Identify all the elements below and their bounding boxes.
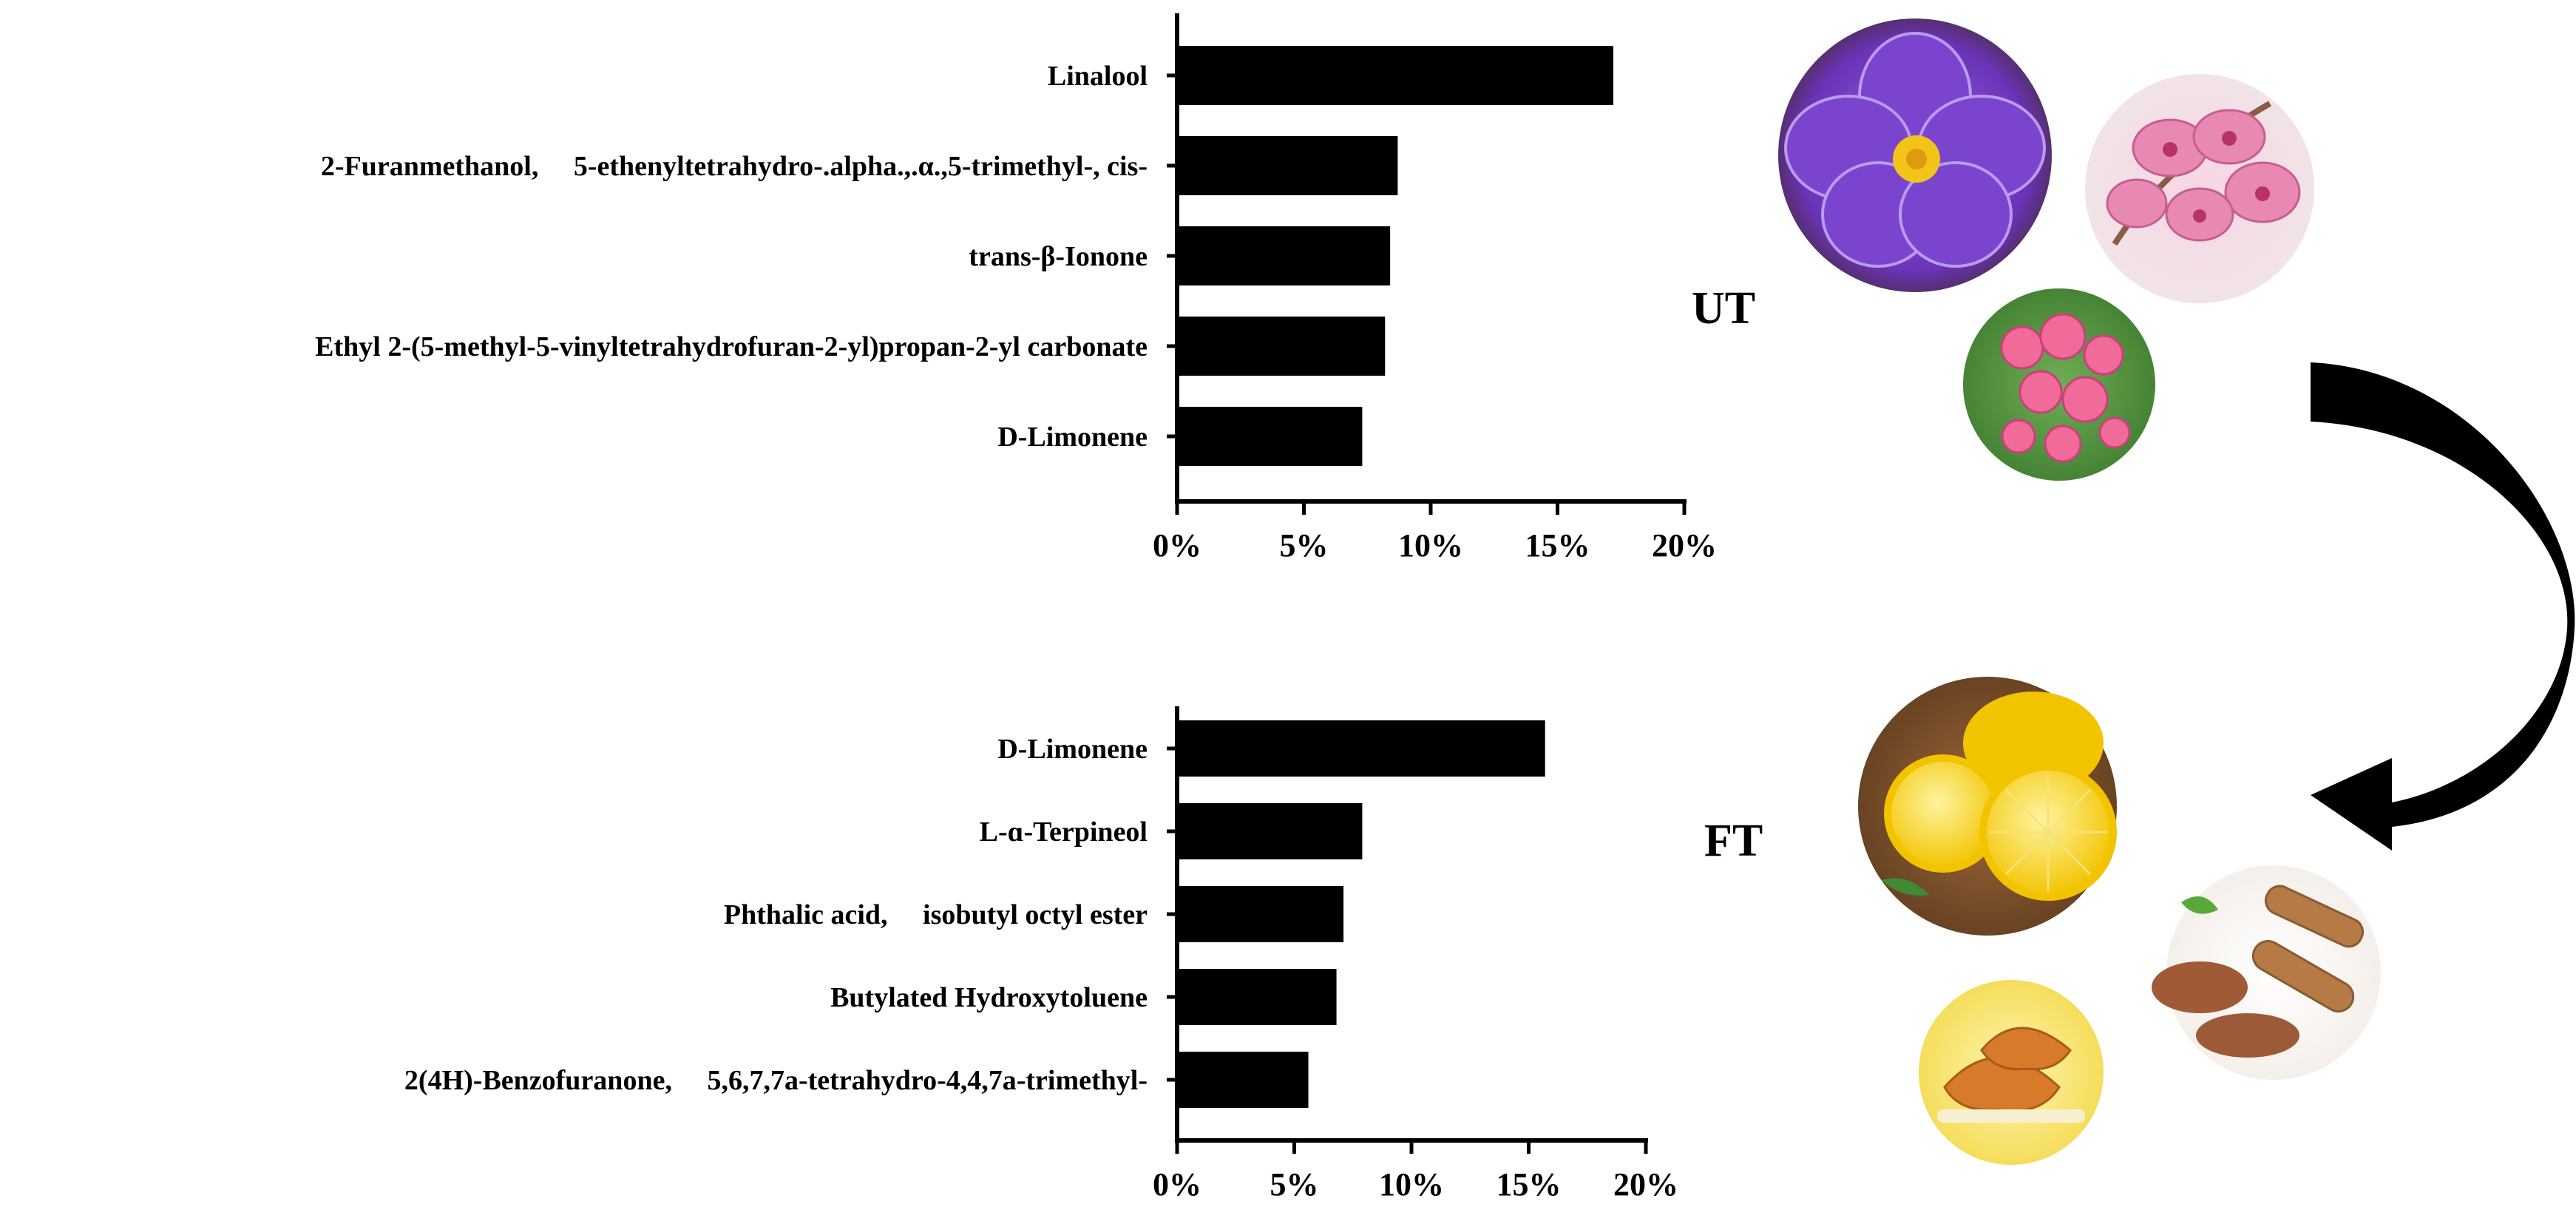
african-violet-photo	[1778, 18, 2052, 292]
ut-x-tick-label: 5%	[1280, 527, 1329, 564]
ft-x-tick-label: 10%	[1379, 1166, 1444, 1203]
cinnamon-powder-photo	[2152, 865, 2381, 1080]
ft-bar	[1177, 886, 1344, 942]
croissant-photo	[1919, 980, 2104, 1165]
ft-bar	[1177, 1052, 1309, 1108]
ut-category-label: trans-β-Ionone	[969, 241, 1148, 272]
lemon-photo	[1858, 677, 2117, 936]
ut-category-label: 2-Furanmethanol, 5-ethenyltetrahydro-.al…	[321, 151, 1148, 182]
ut-category-label: D-Limonene	[997, 422, 1148, 453]
ft-x-tick-label: 5%	[1270, 1166, 1319, 1203]
ft-category-label: D-Limonene	[997, 734, 1148, 765]
ut-bar	[1177, 46, 1613, 105]
ft-category-label: L-ɑ-Terpineol	[980, 816, 1148, 848]
curved-arrow-down-icon	[2311, 362, 2575, 851]
ut-group-label: UT	[1692, 283, 1755, 334]
ft-category-label: 2(4H)-Benzofuranone, 5,6,7,7a-tetrahydro…	[404, 1065, 1148, 1096]
ut-bar	[1177, 317, 1386, 376]
ft-x-tick-label: 15%	[1497, 1166, 1562, 1203]
ft-group-label: FT	[1704, 816, 1763, 866]
ut-category-label: Ethyl 2-(5-methyl-5-vinyltetrahydrofuran…	[315, 331, 1148, 362]
pink-rose-photo	[1963, 288, 2155, 481]
ft-bar	[1177, 969, 1337, 1025]
ut-x-tick-label: 10%	[1398, 527, 1463, 564]
ft-bar-chart: D-Limonene L-ɑ-Terpineol Phthalic acid, is…	[404, 706, 1678, 1203]
ut-bar	[1177, 407, 1363, 466]
ut-x-tick-label: 20%	[1652, 527, 1717, 564]
ut-bar	[1177, 136, 1398, 195]
ft-bar	[1177, 803, 1363, 859]
ft-bar	[1177, 720, 1545, 777]
ut-bar	[1177, 226, 1391, 285]
pink-orchid-photo	[2085, 74, 2314, 303]
ft-category-label: Butylated Hydroxytoluene	[830, 982, 1148, 1013]
ut-x-tick-label: 15%	[1525, 527, 1590, 564]
ut-category-label: Linalool	[1048, 61, 1148, 92]
ut-bar-chart: Linalool 2-Furanmethanol, 5-ethenyltetrah…	[315, 13, 1717, 564]
ft-x-tick-label: 0%	[1153, 1166, 1201, 1203]
ut-x-tick-label: 0%	[1153, 527, 1201, 564]
ft-category-label: Phthalic acid, isobutyl octyl ester	[724, 899, 1148, 930]
ft-x-tick-label: 20%	[1613, 1166, 1678, 1203]
